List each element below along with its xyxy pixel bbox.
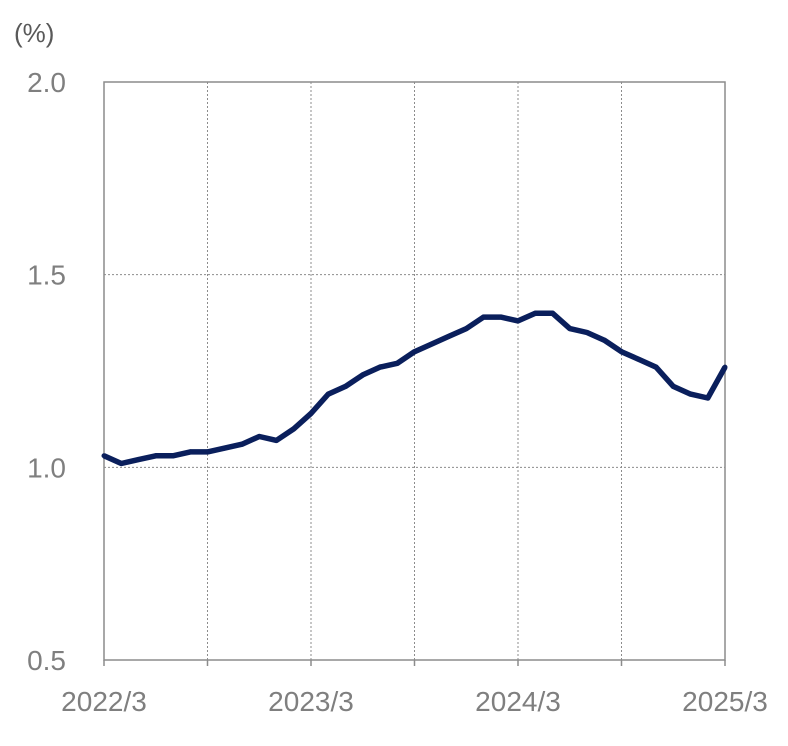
data-point	[222, 445, 228, 451]
x-tick-label: 2023/3	[268, 686, 354, 717]
data-point	[153, 453, 159, 459]
data-point	[532, 310, 538, 316]
x-tick-label: 2022/3	[61, 686, 147, 717]
data-point	[481, 314, 486, 320]
data-point	[636, 356, 642, 362]
y-tick-label: 1.5	[27, 260, 66, 291]
x-axis: 2022/3 2023/3 2024/3 2025/3	[61, 660, 768, 717]
data-point	[118, 460, 124, 466]
data-point	[705, 395, 711, 401]
data-point	[584, 329, 590, 335]
data-point	[601, 337, 607, 343]
x-tick-label: 2024/3	[475, 686, 561, 717]
data-point	[550, 310, 555, 316]
data-point	[567, 326, 573, 332]
data-point	[170, 453, 176, 459]
data-point	[688, 391, 693, 397]
data-point	[377, 364, 383, 370]
data-point	[325, 391, 331, 397]
data-point	[498, 314, 504, 320]
data-point	[670, 383, 676, 389]
grid-lines	[104, 82, 725, 660]
data-point	[239, 441, 245, 447]
data-point	[291, 426, 297, 432]
data-point	[722, 364, 728, 370]
data-point	[274, 437, 279, 443]
data-point	[136, 457, 141, 463]
data-point	[187, 449, 193, 455]
y-tick-label: 2.0	[27, 67, 66, 98]
data-point	[205, 449, 210, 455]
data-point	[429, 341, 435, 347]
data-point	[394, 360, 400, 366]
y-axis-label: (%)	[14, 18, 54, 48]
data-point	[653, 364, 659, 370]
data-point	[308, 410, 314, 416]
y-tick-label: 0.5	[27, 645, 66, 676]
data-point	[256, 434, 262, 440]
data-point	[360, 372, 366, 378]
data-point	[463, 326, 469, 332]
data-point	[619, 349, 624, 355]
series-group	[101, 310, 728, 467]
data-point	[515, 318, 521, 324]
y-axis: 2.0 1.5 1.0 0.5	[27, 67, 66, 676]
data-point	[343, 383, 348, 389]
data-point	[446, 333, 452, 339]
x-tick-label: 2025/3	[682, 686, 768, 717]
y-tick-label: 1.0	[27, 452, 66, 483]
data-point	[412, 349, 417, 355]
data-point	[101, 453, 107, 459]
